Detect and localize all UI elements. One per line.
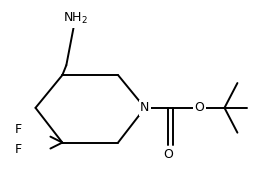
- Text: N: N: [140, 101, 150, 114]
- Text: O: O: [163, 148, 173, 161]
- Text: O: O: [195, 101, 205, 114]
- Text: NH$_2$: NH$_2$: [63, 11, 88, 26]
- Text: F: F: [15, 143, 22, 156]
- Text: F: F: [15, 123, 22, 136]
